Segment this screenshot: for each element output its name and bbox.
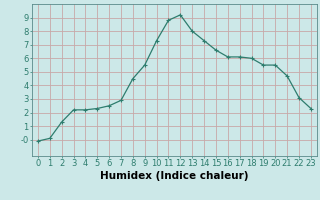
X-axis label: Humidex (Indice chaleur): Humidex (Indice chaleur) xyxy=(100,171,249,181)
